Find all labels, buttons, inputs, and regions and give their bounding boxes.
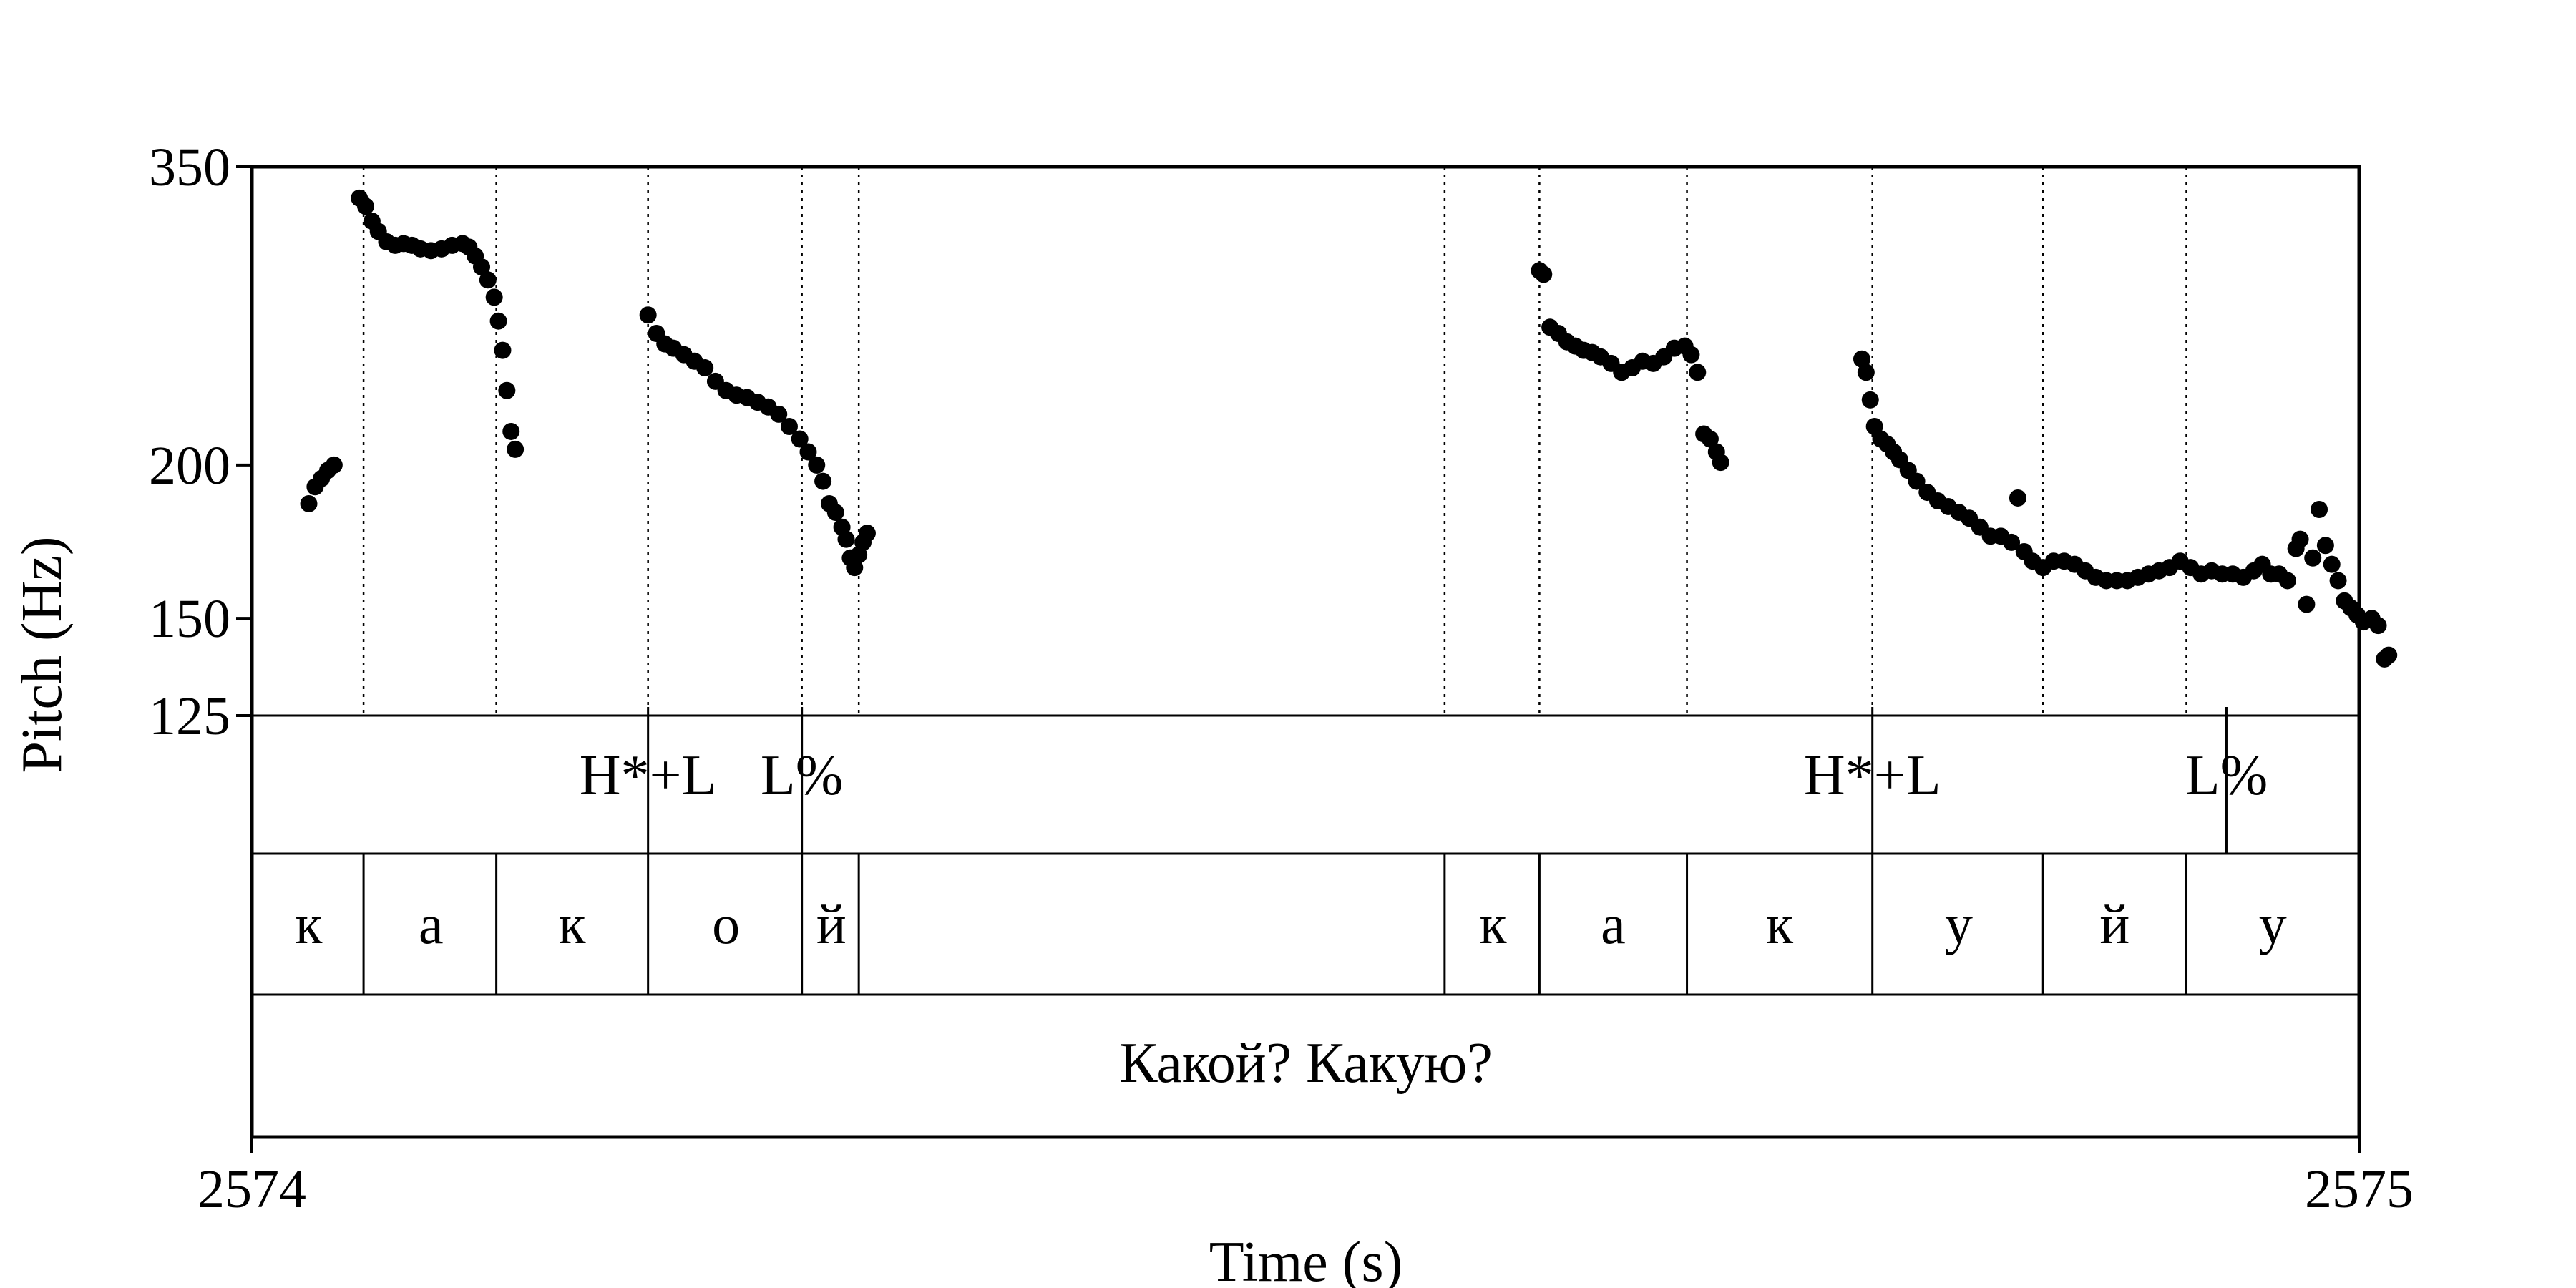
segment-label: у — [2259, 893, 2287, 955]
pitch-point — [2003, 533, 2021, 551]
pitch-point — [814, 472, 832, 490]
pitch-point — [2323, 555, 2341, 573]
pitch-point — [808, 456, 826, 474]
segment-label: к — [559, 893, 586, 955]
x-tick-label: 2574 — [197, 1159, 306, 1219]
pitch-point — [1853, 350, 1870, 368]
pitch-point — [2316, 537, 2334, 555]
pitch-point — [473, 258, 491, 276]
segment-label: й — [2100, 893, 2130, 955]
sentence-tier-label: Какой? Какую? — [1119, 1032, 1493, 1095]
segment-tier-boundaries — [362, 854, 2188, 995]
x-axis-title: Time (s) — [1209, 1231, 1402, 1288]
segment-label: у — [1945, 893, 1973, 955]
pitch-point — [639, 306, 657, 324]
pitch-point — [1908, 472, 1926, 490]
pitch-boundary-lines — [362, 167, 2187, 716]
segment-label: к — [296, 893, 323, 955]
y-tick-label: 125 — [149, 686, 230, 746]
pitch-point — [1689, 364, 1707, 381]
pitch-point — [2304, 549, 2322, 567]
pitch-point — [325, 456, 343, 474]
pitch-point — [1857, 364, 1875, 381]
pitch-point — [485, 288, 503, 306]
segment-label: а — [419, 893, 444, 955]
pitch-point — [1861, 391, 1879, 409]
pitch-point — [2369, 617, 2387, 635]
y-tick-label: 350 — [149, 137, 230, 197]
x-axis-ticks: 2574 2575 — [197, 1137, 2414, 1219]
pitch-point — [1701, 430, 1719, 448]
pitch-point — [696, 359, 714, 377]
pitch-point — [791, 430, 809, 448]
pitch-point — [1535, 265, 1553, 283]
tone-tier-boundaries — [647, 707, 2228, 854]
tone-tier-labels: H*+L L% H*+L L% — [580, 744, 2268, 807]
pitch-point — [780, 418, 798, 436]
y-tick-label: 150 — [149, 589, 230, 649]
segment-label: к — [1480, 893, 1507, 955]
pitch-point — [2009, 489, 2026, 507]
pitch-point — [357, 197, 375, 215]
segment-label: й — [816, 893, 847, 955]
pitch-point — [826, 504, 844, 522]
tone-label: H*+L — [1804, 744, 1941, 807]
pitch-point — [2298, 595, 2316, 613]
pitch-point — [300, 494, 318, 512]
pitch-point — [2291, 530, 2309, 548]
pitch-point — [479, 271, 497, 289]
tone-label: L% — [761, 744, 844, 807]
pitch-point — [1712, 454, 1729, 472]
pitch-point — [770, 405, 788, 423]
pitch-point — [837, 530, 855, 548]
y-tick-label: 200 — [149, 436, 230, 496]
tone-label: L% — [2185, 744, 2268, 807]
x-tick-label: 2575 — [2305, 1159, 2414, 1219]
pitch-point — [799, 443, 817, 461]
pitch-point — [858, 525, 876, 542]
pitch-point — [494, 341, 512, 359]
pitch-point — [489, 312, 507, 330]
pitch-point — [502, 422, 520, 440]
pitch-point — [2311, 500, 2328, 518]
tone-label: H*+L — [580, 744, 717, 807]
pitch-points — [300, 189, 2398, 668]
pitch-point — [1682, 346, 1700, 364]
pitch-point — [498, 381, 516, 399]
plot-frame — [250, 165, 2361, 1139]
y-axis-ticks: 350 200 150 125 — [149, 137, 252, 746]
segment-label: о — [712, 893, 740, 955]
pitch-point — [507, 440, 525, 458]
y-axis-title: Pitch (Hz) — [11, 536, 74, 773]
pitch-point — [2278, 572, 2296, 590]
segment-label: к — [1766, 893, 1793, 955]
segment-label: а — [1601, 893, 1626, 955]
pitch-point — [2329, 572, 2347, 590]
pitch-point — [2380, 646, 2398, 664]
